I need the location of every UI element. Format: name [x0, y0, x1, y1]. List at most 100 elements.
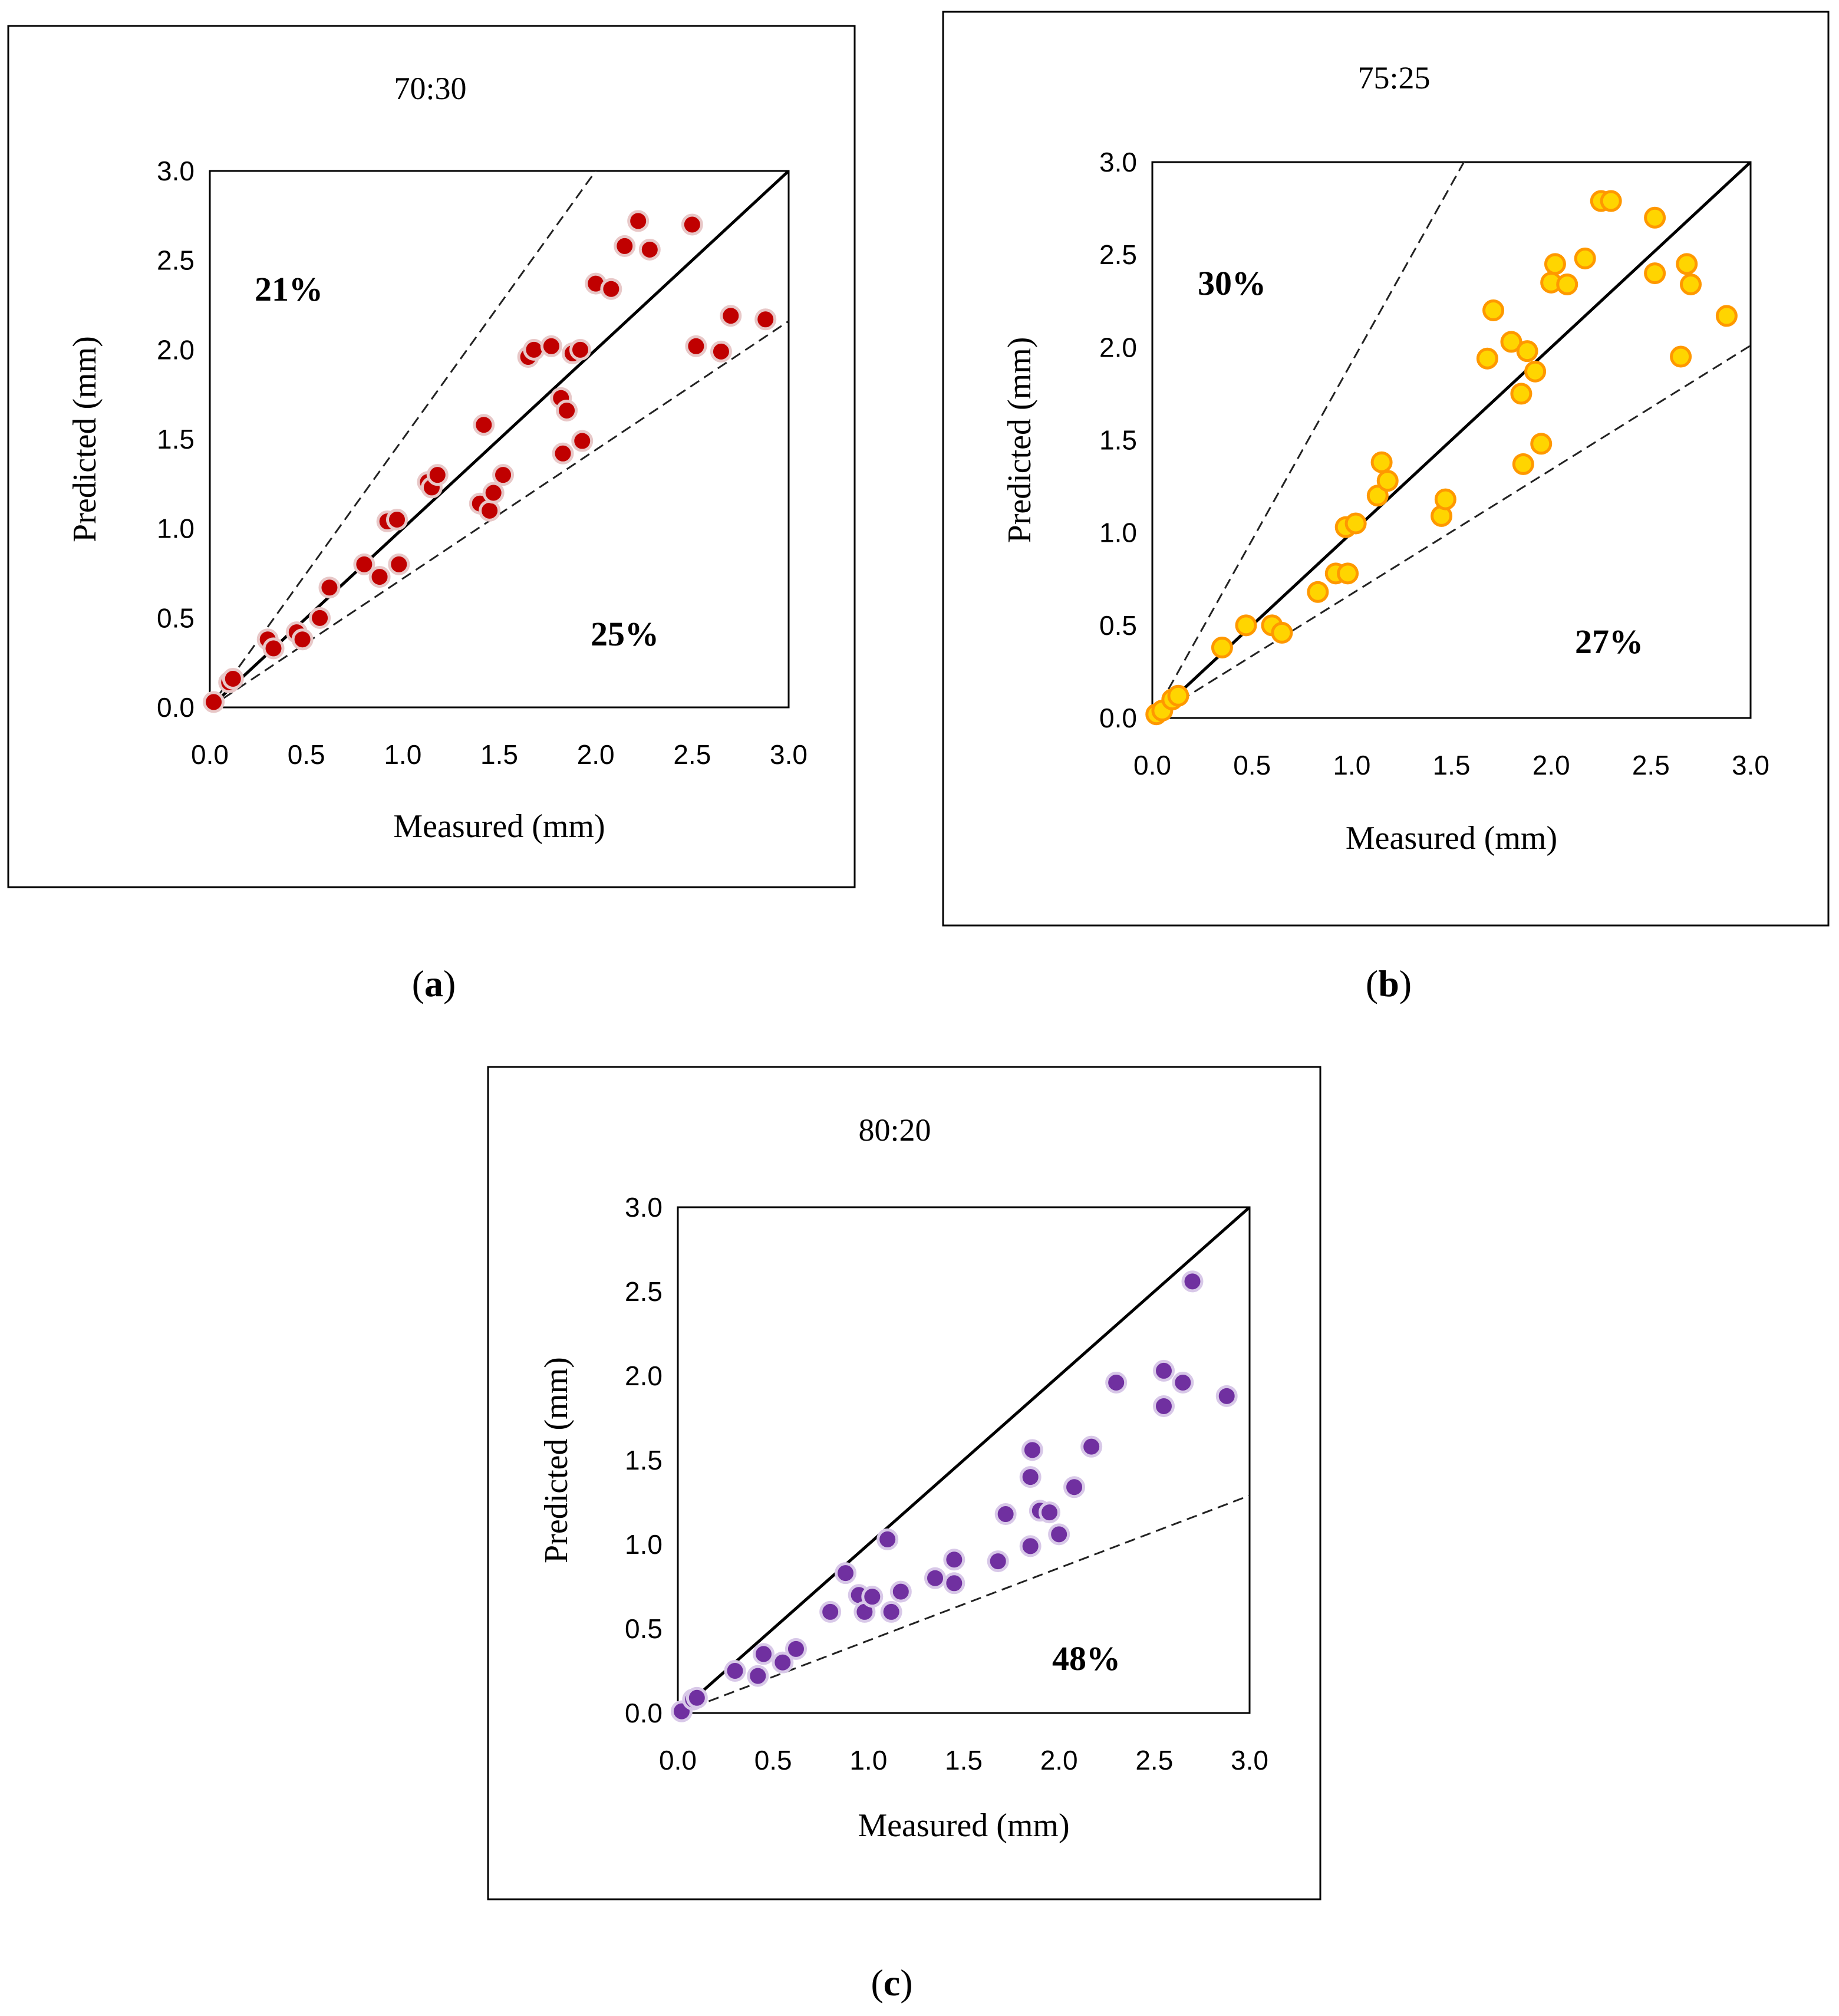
x-axis-label: Measured (mm): [1346, 820, 1557, 857]
data-point: [681, 213, 703, 236]
panel-caption: (b): [1366, 963, 1412, 1004]
x-tick-label: 0.5: [1233, 750, 1271, 780]
data-point: [1434, 488, 1456, 510]
data-point: [203, 691, 225, 713]
upper-bound-line: [1152, 162, 1465, 718]
data-point: [724, 1660, 746, 1682]
x-tick-label: 0.0: [191, 739, 229, 770]
y-tick-label: 1.5: [157, 424, 195, 454]
data-point: [1271, 621, 1293, 644]
data-point: [386, 509, 408, 531]
data-point: [482, 482, 505, 504]
lower-bound-line: [678, 1494, 1250, 1713]
data-point: [318, 577, 341, 599]
data-point: [388, 553, 410, 575]
data-point: [1337, 562, 1359, 585]
x-tick-label: 2.5: [1632, 750, 1670, 780]
data-point: [1600, 190, 1622, 212]
data-point: [1167, 684, 1189, 707]
data-point: [552, 442, 574, 465]
data-point: [1105, 1371, 1128, 1394]
y-axis-label: Predicted (mm): [538, 1357, 575, 1563]
data-point: [987, 1550, 1009, 1573]
data-point: [889, 1580, 912, 1603]
panel-frame: [7, 25, 856, 888]
plot-lines: [678, 1207, 1250, 1713]
percent-annotation: 48%: [1052, 1639, 1120, 1678]
y-tick-label: 1.5: [625, 1445, 663, 1475]
y-tick-label: 3.0: [625, 1192, 663, 1223]
panel-caption-letter: b: [1378, 963, 1399, 1004]
y-tick-label: 0.0: [625, 1698, 663, 1728]
chart-title: 70:30: [394, 71, 466, 106]
data-point: [876, 1528, 899, 1550]
x-tick-label: 1.0: [1333, 750, 1370, 780]
x-tick-label: 0.0: [1133, 750, 1171, 780]
chart-panel-b: 0.0 0.0 0.5 0.5 1.0 1.0 1.5 1.5 2.0 2.0 2.5 2.5 3.0 3…: [942, 11, 1830, 1004]
data-point: [994, 1503, 1017, 1526]
data-point: [1500, 331, 1522, 353]
panel-caption-letter: c: [884, 1962, 900, 2004]
x-tick-label: 1.5: [1433, 750, 1471, 780]
data-point: [1510, 383, 1532, 405]
data-point: [1153, 1395, 1175, 1417]
y-tick-label: 2.0: [625, 1361, 663, 1391]
percent-annotation: 25%: [591, 615, 659, 653]
data-point: [861, 1586, 884, 1608]
data-point: [1370, 451, 1393, 473]
data-point: [638, 238, 661, 261]
y-tick-label: 0.5: [1099, 610, 1137, 641]
y-tick-label: 3.0: [1099, 147, 1137, 177]
equality-line: [678, 1207, 1250, 1713]
data-point: [1680, 273, 1702, 295]
x-tick-label: 2.0: [1040, 1745, 1078, 1775]
data-point: [1048, 1523, 1070, 1546]
data-point: [1366, 485, 1389, 507]
data-point: [571, 430, 594, 452]
y-tick-label: 0.0: [157, 692, 195, 723]
data-point: [1080, 1435, 1103, 1458]
data-point: [1307, 581, 1329, 603]
panel-caption: (c): [871, 1962, 912, 2004]
data-point: [943, 1549, 965, 1571]
data-point: [1235, 614, 1257, 637]
panel-frame: [487, 1066, 1321, 1900]
percent-annotation: 21%: [255, 270, 323, 308]
chart-panel-c: 0.0 0.0 0.5 0.5 1.0 1.0 1.5 1.5 2.0 2.0 2.5 2.5 3.0 3…: [487, 1066, 1321, 2004]
lower-bound-line: [1152, 344, 1751, 718]
data-point: [1476, 347, 1498, 370]
y-tick-label: 3.0: [157, 156, 195, 186]
y-tick-label: 2.5: [157, 245, 195, 276]
data-point: [835, 1562, 857, 1585]
data-point: [556, 399, 578, 421]
x-tick-label: 2.5: [673, 739, 711, 770]
y-tick-label: 1.0: [157, 513, 195, 544]
data-point: [1524, 360, 1547, 383]
data-point: [1063, 1476, 1086, 1498]
data-points: [203, 210, 777, 713]
data-point: [772, 1651, 794, 1674]
x-tick-label: 1.0: [849, 1745, 887, 1775]
percent-annotation: 27%: [1575, 622, 1643, 661]
y-tick-label: 2.5: [625, 1276, 663, 1307]
y-axis-label: Predicted (mm): [67, 336, 103, 542]
data-point: [1644, 262, 1666, 285]
x-tick-label: 3.0: [1732, 750, 1769, 780]
y-tick-label: 2.0: [157, 334, 195, 365]
data-point: [1172, 1371, 1194, 1394]
data-point: [291, 628, 314, 651]
data-point: [710, 340, 732, 363]
data-point: [1019, 1535, 1042, 1557]
y-tick-label: 2.0: [1099, 332, 1137, 363]
x-tick-label: 1.0: [384, 739, 421, 770]
equality-line: [210, 171, 789, 707]
data-point: [368, 566, 391, 588]
data-point: [1021, 1439, 1043, 1461]
data-point: [627, 210, 650, 232]
x-tick-label: 2.0: [577, 739, 615, 770]
data-point: [600, 278, 622, 300]
data-point: [1644, 206, 1666, 229]
data-point: [819, 1600, 842, 1623]
data-point: [614, 235, 636, 257]
